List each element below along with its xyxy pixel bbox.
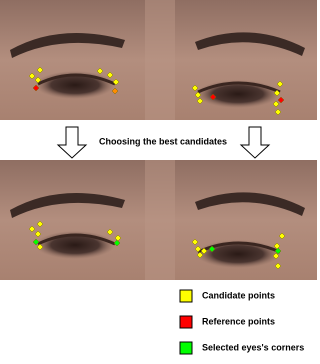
legend-swatch (180, 342, 192, 354)
caption: Choosing the best candidates (99, 136, 227, 146)
bottom-photo (0, 160, 317, 280)
legend-label: Candidate points (202, 290, 275, 300)
top-photo (0, 0, 317, 120)
legend-label: Selected eyes's corners (202, 342, 304, 352)
legend-swatch (180, 316, 192, 328)
legend: Candidate points Reference points Selected… (180, 290, 304, 354)
legend-swatch (180, 290, 192, 302)
legend-label: Reference points (202, 316, 275, 326)
figure: Choosing the best candidates Candidate p… (0, 0, 317, 359)
